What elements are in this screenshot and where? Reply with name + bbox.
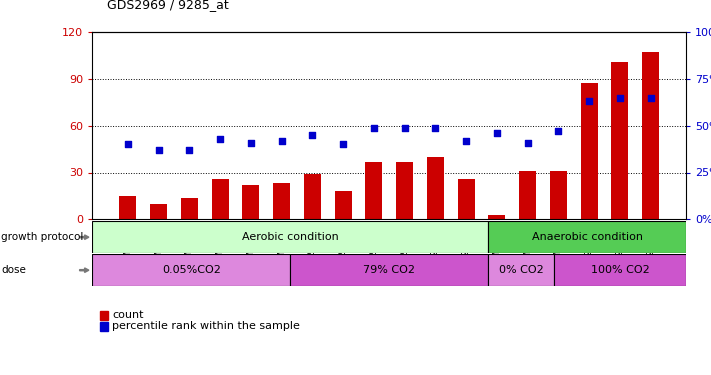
Point [584, 98, 595, 104]
Bar [119, 196, 137, 219]
Point [153, 147, 164, 153]
Bar [212, 179, 229, 219]
Bar [550, 171, 567, 219]
Bar [335, 191, 352, 219]
Bar [92, 221, 488, 253]
Text: growth protocol: growth protocol [1, 232, 84, 242]
Point [429, 124, 441, 130]
Point [399, 124, 410, 130]
Text: 0.05%CO2: 0.05%CO2 [162, 265, 221, 275]
Bar [488, 214, 506, 219]
Bar [642, 52, 659, 219]
Text: 79% CO2: 79% CO2 [363, 265, 415, 275]
Point [122, 141, 134, 147]
Point [215, 136, 226, 142]
Bar [611, 62, 629, 219]
Bar [181, 198, 198, 219]
Bar [427, 157, 444, 219]
Bar [581, 84, 598, 219]
Point [552, 128, 564, 134]
Bar [242, 185, 260, 219]
Text: count: count [112, 310, 144, 320]
Text: Aerobic condition: Aerobic condition [242, 232, 338, 242]
Point [245, 140, 257, 146]
Bar [554, 254, 686, 286]
Point [306, 132, 318, 138]
Bar [365, 162, 383, 219]
Point [276, 138, 287, 144]
Text: percentile rank within the sample: percentile rank within the sample [112, 321, 300, 331]
Text: GDS2969 / 9285_at: GDS2969 / 9285_at [107, 0, 228, 11]
Point [461, 138, 472, 144]
Bar [488, 221, 686, 253]
Point [338, 141, 349, 147]
Bar [519, 171, 536, 219]
Point [614, 94, 626, 100]
Text: 0% CO2: 0% CO2 [499, 265, 544, 275]
Bar [290, 254, 488, 286]
Bar [488, 254, 554, 286]
Text: Anaerobic condition: Anaerobic condition [532, 232, 643, 242]
Bar [396, 162, 413, 219]
Point [491, 130, 503, 136]
Point [183, 147, 195, 153]
Bar [273, 183, 290, 219]
Bar [150, 204, 167, 219]
Text: 100% CO2: 100% CO2 [591, 265, 650, 275]
Text: dose: dose [1, 265, 26, 275]
Point [522, 140, 533, 146]
Bar [458, 179, 475, 219]
Point [645, 94, 656, 100]
Bar [92, 254, 290, 286]
Point [368, 124, 380, 130]
Bar [304, 174, 321, 219]
